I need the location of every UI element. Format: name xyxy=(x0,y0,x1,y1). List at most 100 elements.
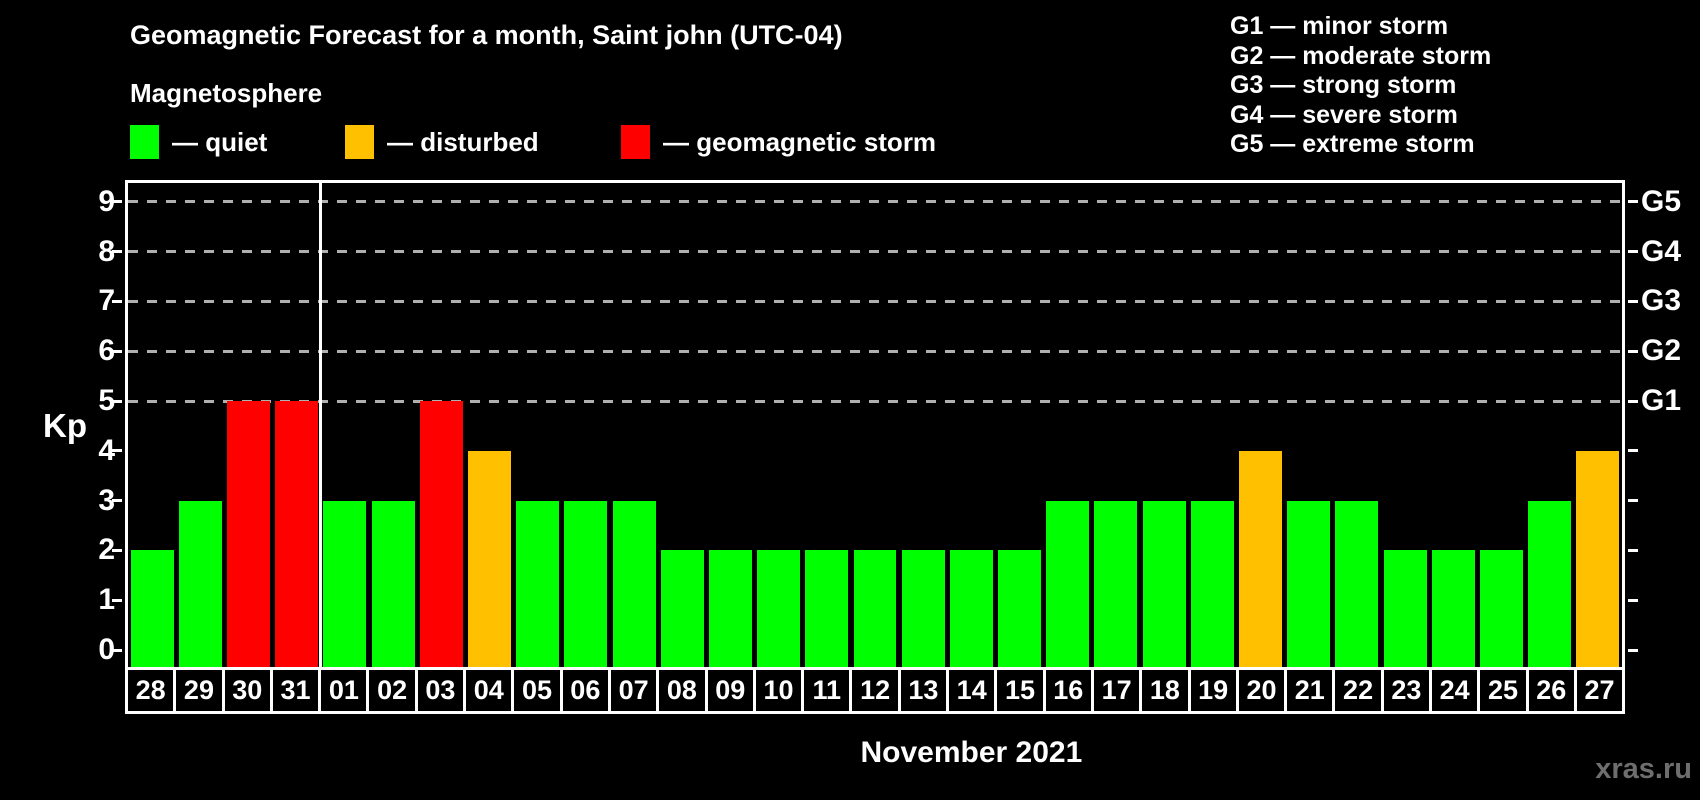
kp-bar-day-16 xyxy=(1046,500,1090,667)
storm-scale-line-3: G3 — strong storm xyxy=(1230,71,1457,100)
y-tick-right-3 xyxy=(1628,499,1638,503)
y-tick-left-4 xyxy=(112,449,122,453)
legend-item-storm: — geomagnetic storm xyxy=(621,121,936,163)
day-label-01: 01 xyxy=(318,667,370,714)
legend-item-disturbed: — disturbed xyxy=(345,121,539,163)
day-label-02: 02 xyxy=(366,667,418,714)
y-tick-label-8: 8 xyxy=(98,234,115,268)
day-label-25: 25 xyxy=(1477,667,1529,714)
y-tick-label-0: 0 xyxy=(98,633,115,666)
kp-bar-day-06 xyxy=(564,500,608,667)
day-label-04: 04 xyxy=(463,667,515,714)
g-scale-label-G5: G5 xyxy=(1641,184,1682,218)
y-tick-right-8 xyxy=(1628,250,1638,254)
day-label-10: 10 xyxy=(752,667,805,714)
day-label-03: 03 xyxy=(414,667,467,714)
y-tick-label-1: 1 xyxy=(98,583,115,617)
kp-bar-day-08 xyxy=(660,550,704,667)
y-tick-label-9: 9 xyxy=(98,184,115,218)
day-label-31: 31 xyxy=(269,667,322,714)
month-separator-line xyxy=(319,183,323,667)
day-label-29: 29 xyxy=(173,667,225,714)
day-label-27: 27 xyxy=(1573,667,1626,714)
y-tick-label-3: 3 xyxy=(98,483,115,517)
kp-bar-day-07 xyxy=(612,500,656,667)
day-label-28: 28 xyxy=(125,667,177,714)
legend-label-disturbed: — disturbed xyxy=(387,126,539,157)
kp-bar-day-23 xyxy=(1383,550,1427,667)
storm-scale-line-1: G1 — minor storm xyxy=(1230,12,1449,40)
y-tick-right-2 xyxy=(1628,548,1638,552)
y-tick-right-9 xyxy=(1628,200,1638,204)
g-scale-label-G1: G1 xyxy=(1641,384,1682,417)
y-tick-right-1 xyxy=(1628,598,1638,602)
day-label-06: 06 xyxy=(559,667,611,714)
y-tick-label-4: 4 xyxy=(98,433,115,467)
g-scale-label-G3: G3 xyxy=(1641,284,1682,318)
y-tick-right-4 xyxy=(1628,449,1638,453)
day-label-12: 12 xyxy=(849,667,901,714)
y-tick-left-1 xyxy=(112,598,122,602)
y-axis-title: Kp xyxy=(43,406,87,444)
day-label-20: 20 xyxy=(1235,667,1288,714)
day-label-17: 17 xyxy=(1090,667,1143,714)
y-tick-right-6 xyxy=(1628,349,1638,353)
gridline-kp6 xyxy=(128,349,1622,353)
kp-bar-day-24 xyxy=(1431,550,1475,667)
day-label-22: 22 xyxy=(1332,667,1384,714)
day-label-26: 26 xyxy=(1525,667,1577,714)
kp-bar-day-31 xyxy=(275,401,319,667)
gridline-kp9 xyxy=(128,200,1622,204)
kp-bar-day-15 xyxy=(998,550,1042,667)
kp-bar-day-21 xyxy=(1287,500,1331,667)
kp-bar-day-25 xyxy=(1480,550,1523,667)
legend-label-quiet: — quiet xyxy=(172,126,268,157)
storm-scale-line-4: G4 — severe storm xyxy=(1230,100,1458,129)
magnetosphere-subtitle: Magnetosphere xyxy=(130,78,323,108)
day-axis-row: 28 29 30 31 01 02 03 04 05 06 07 08 09 10 11 12 13 14 15 16… xyxy=(125,667,1626,714)
y-tick-left-5 xyxy=(112,399,122,403)
kp-bar-day-18 xyxy=(1142,500,1186,667)
plot-frame: 0 1 2 3 4 5 G1 6 G2 7 G3 8 G4 9 G5 Kp xyxy=(43,180,1681,667)
kp-bar-day-03 xyxy=(419,401,463,667)
kp-bar-day-17 xyxy=(1094,500,1138,667)
day-label-15: 15 xyxy=(994,667,1046,714)
kp-bar-day-26 xyxy=(1528,500,1572,667)
legend-swatch-quiet-icon xyxy=(130,125,159,159)
kp-bar-day-09 xyxy=(708,550,752,667)
day-label-21: 21 xyxy=(1284,667,1336,714)
gridline-kp8 xyxy=(128,250,1622,254)
y-tick-left-8 xyxy=(112,250,122,254)
kp-bar-day-28 xyxy=(130,550,174,667)
y-tick-right-0 xyxy=(1628,648,1638,652)
kp-bar-day-14 xyxy=(949,550,993,667)
y-tick-right-7 xyxy=(1628,299,1638,303)
day-label-14: 14 xyxy=(946,667,998,714)
gridline-kp5 xyxy=(128,399,1622,403)
plot-area: 0 1 2 3 4 5 G1 6 G2 7 G3 8 G4 9 G5 Kp xyxy=(43,183,1681,667)
kp-bar-day-01 xyxy=(323,500,367,667)
kp-bar-day-27 xyxy=(1576,450,1620,667)
y-tick-right-5 xyxy=(1628,399,1638,403)
kp-bar-day-30 xyxy=(226,401,270,667)
day-label-23: 23 xyxy=(1380,667,1433,714)
y-tick-label-2: 2 xyxy=(98,533,115,567)
legend-swatch-storm-icon xyxy=(621,125,650,159)
kp-bar-day-19 xyxy=(1190,500,1234,667)
day-label-08: 08 xyxy=(656,667,708,714)
magnetosphere-legend: — quiet — disturbed — geomagnetic storm xyxy=(0,121,1200,163)
day-label-11: 11 xyxy=(801,667,853,714)
y-tick-left-0 xyxy=(112,648,122,652)
legend-item-quiet: — quiet xyxy=(130,121,267,163)
kp-bar-day-12 xyxy=(853,550,897,667)
day-label-13: 13 xyxy=(897,667,950,714)
day-label-18: 18 xyxy=(1139,667,1191,714)
storm-scale-line-2: G2 — moderate storm xyxy=(1230,41,1492,70)
kp-bar-day-02 xyxy=(371,500,415,667)
kp-bar-day-04 xyxy=(467,450,511,667)
y-tick-left-3 xyxy=(112,499,122,503)
storm-scale-legend: G1 — minor storm G2 — moderate storm G3 — … xyxy=(1230,12,1491,160)
kp-bar-day-13 xyxy=(901,550,945,667)
kp-bar-day-11 xyxy=(805,550,849,667)
